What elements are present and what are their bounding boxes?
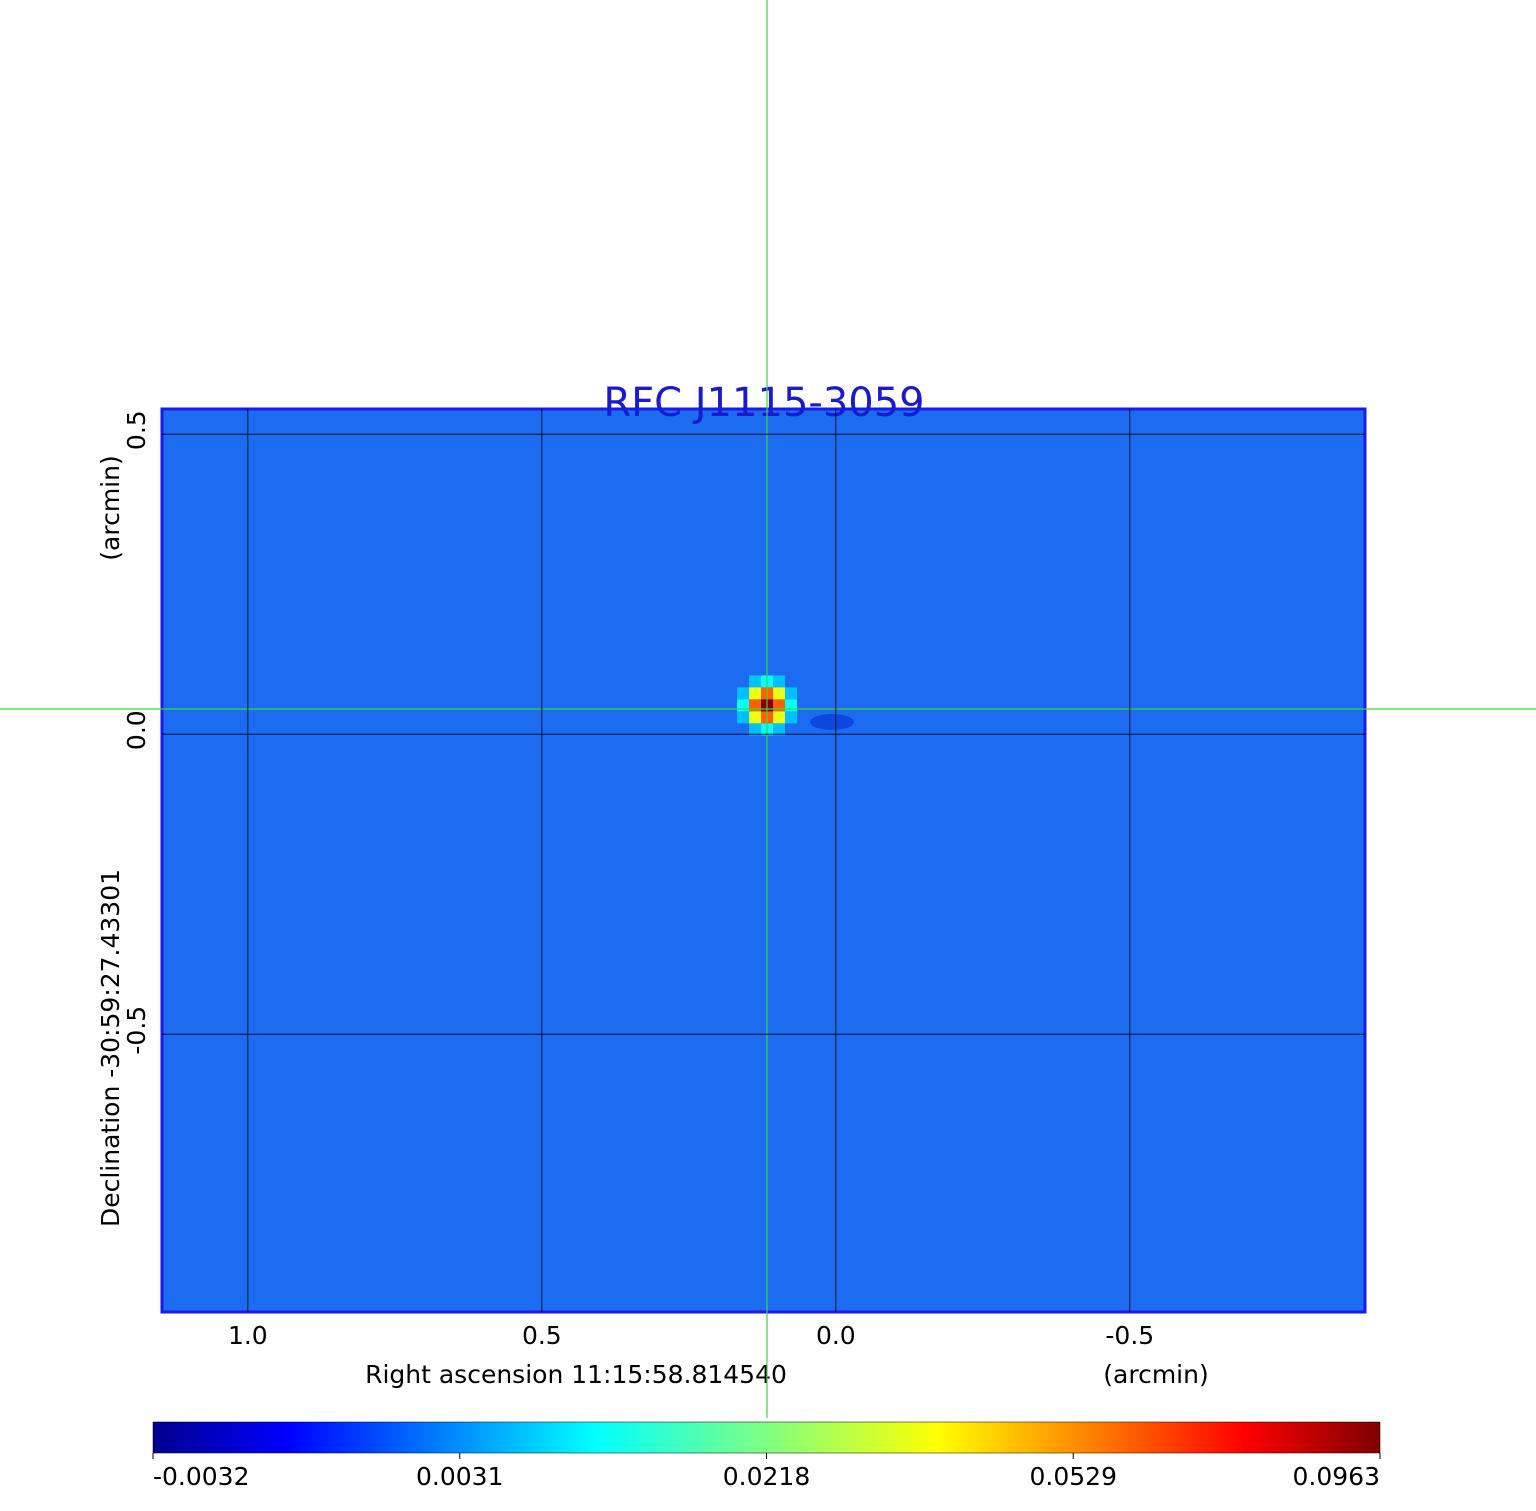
source-pixel xyxy=(773,723,786,736)
source-pixel xyxy=(785,699,798,712)
source-pixel xyxy=(749,699,762,712)
image-background xyxy=(162,409,1365,1312)
colorbar-tick-label: 0.0031 xyxy=(416,1462,503,1491)
sidelobe xyxy=(810,714,854,730)
source-pixel xyxy=(737,687,750,700)
colorbar-tick-label: 0.0529 xyxy=(1030,1462,1117,1491)
colorbar-tick-label: 0.0963 xyxy=(1293,1462,1380,1491)
y-tick-label: -0.5 xyxy=(122,1006,151,1055)
source-pixel xyxy=(773,699,786,712)
colorbar xyxy=(152,1421,1381,1454)
y-tick-label: 0.0 xyxy=(122,710,151,750)
x-axis-label: Right ascension 11:15:58.814540 xyxy=(365,1360,787,1389)
source-pixel xyxy=(737,699,750,712)
source-pixel xyxy=(785,711,798,724)
x-tick-label: 0.0 xyxy=(816,1321,856,1350)
colorbar-tick-label: 0.0218 xyxy=(723,1462,810,1491)
y-axis-unit: (arcmin) xyxy=(96,455,125,560)
x-tick-label: 0.5 xyxy=(522,1321,562,1350)
source-pixel xyxy=(773,687,786,700)
source-pixel xyxy=(749,675,762,688)
source-pixel xyxy=(785,687,798,700)
y-tick-label: 0.5 xyxy=(122,410,151,450)
source-pixel xyxy=(773,675,786,688)
source-pixel xyxy=(773,711,786,724)
image-frame xyxy=(160,407,1367,1314)
x-tick-label: 1.0 xyxy=(228,1321,268,1350)
colorbar-tick-label: -0.0032 xyxy=(153,1462,250,1491)
y-axis-label: Declination -30:59:27.43301 xyxy=(96,869,125,1227)
source-pixel xyxy=(749,687,762,700)
x-axis-unit: (arcmin) xyxy=(1103,1360,1208,1389)
x-tick-label: -0.5 xyxy=(1105,1321,1154,1350)
source-pixel xyxy=(737,711,750,724)
source-pixel xyxy=(749,711,762,724)
chart-title: RFC J1115-3059 xyxy=(603,380,924,426)
source-pixel xyxy=(749,723,762,736)
